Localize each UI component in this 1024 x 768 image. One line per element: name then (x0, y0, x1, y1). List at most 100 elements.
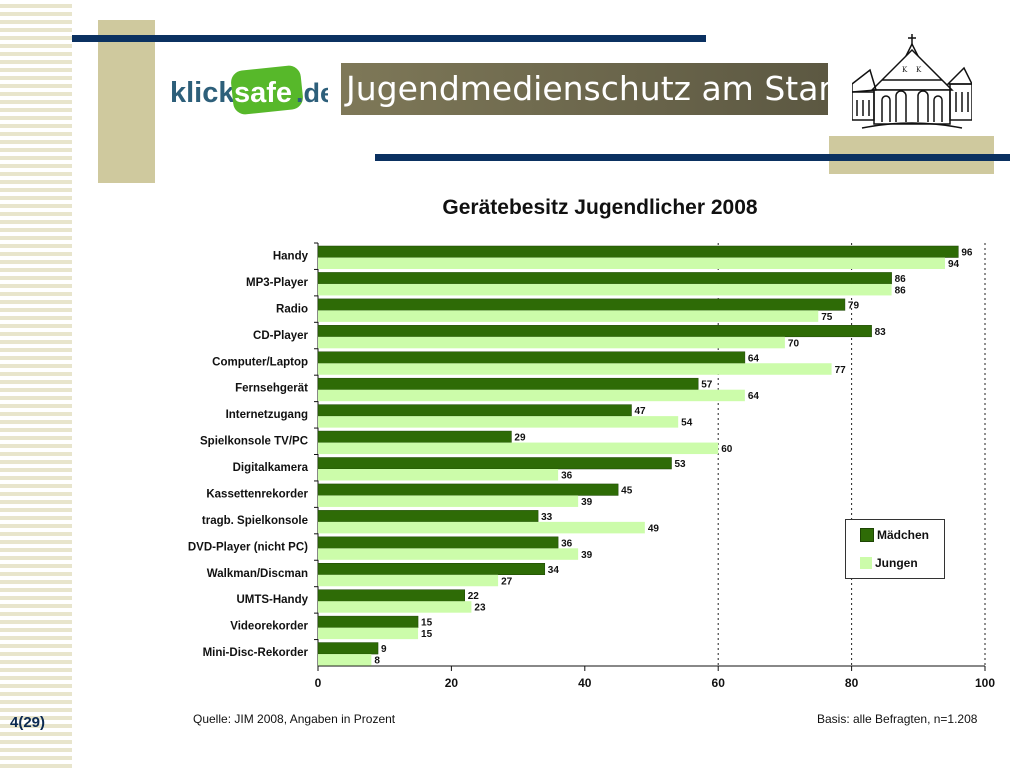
decorative-stripes (0, 0, 72, 768)
data-label: 77 (835, 365, 847, 376)
data-label: 53 (675, 459, 687, 470)
data-label: 47 (634, 406, 646, 417)
klicksafe-logo: klick safe .de (170, 65, 328, 115)
category-label: DVD-Player (nicht PC) (188, 541, 308, 553)
bar-jungen (318, 574, 499, 587)
bar-jungen (318, 283, 892, 296)
category-label: Radio (276, 303, 308, 315)
data-label: 94 (948, 259, 960, 270)
bar-maedchen (317, 351, 746, 364)
svg-text:K: K (902, 66, 908, 74)
data-label: 79 (848, 300, 860, 311)
x-tick-label: 100 (975, 676, 995, 690)
category-label: Handy (273, 251, 309, 263)
category-label: tragb. Spielkonsole (202, 515, 308, 527)
basis-note: Basis: alle Befragten, n=1.208 (817, 712, 978, 726)
svg-text:klick: klick (170, 77, 235, 109)
bar-maedchen (317, 272, 892, 285)
category-label: MP3-Player (246, 277, 309, 289)
bar-maedchen (317, 377, 699, 390)
x-tick-label: 60 (712, 676, 726, 690)
category-label: Computer/Laptop (212, 356, 308, 368)
data-label: 8 (374, 656, 380, 667)
svg-text:safe: safe (234, 77, 292, 109)
bar-maedchen (317, 430, 512, 443)
data-label: 39 (581, 497, 593, 508)
category-label: Spielkonsole TV/PC (200, 436, 308, 448)
bar-maedchen (317, 615, 419, 628)
data-label: 70 (788, 338, 800, 349)
data-label: 9 (381, 644, 387, 655)
bar-jungen (318, 310, 819, 322)
bar-maedchen (317, 245, 959, 258)
data-label: 39 (581, 550, 593, 561)
bar-maedchen (317, 325, 872, 338)
category-label: Digitalkamera (233, 462, 309, 474)
legend-label-maedchen: Mädchen (877, 528, 930, 542)
bar-maedchen (317, 536, 559, 549)
data-label: 49 (648, 523, 660, 534)
bar-maedchen (317, 483, 619, 496)
chart-title: Gerätebesitz Jugendlicher 2008 (442, 196, 758, 219)
bar-jungen (318, 601, 472, 613)
bar-jungen (318, 257, 945, 269)
x-tick-label: 80 (845, 676, 859, 690)
bar-maedchen (317, 404, 632, 417)
legend-swatch-jungen (860, 557, 872, 569)
data-label: 15 (421, 618, 433, 629)
data-label: 96 (961, 248, 973, 259)
bottom-rule (375, 154, 1010, 161)
legend-label-jungen: Jungen (875, 556, 918, 570)
category-label: Videorekorder (230, 621, 308, 633)
top-rule (72, 35, 706, 42)
data-label: 60 (721, 444, 733, 455)
bar-maedchen (317, 642, 379, 655)
bar-maedchen (317, 457, 672, 470)
legend-item-jungen: Jungen (860, 556, 918, 570)
data-label: 36 (561, 471, 573, 482)
x-tick-label: 40 (578, 676, 592, 690)
bar-jungen (318, 363, 832, 375)
slide-number: 4(29) (10, 714, 46, 731)
bar-jungen (318, 521, 645, 534)
church-illustration: K K (852, 34, 972, 129)
bar-jungen (318, 469, 559, 481)
data-label: 57 (701, 380, 713, 391)
svg-text:.de: .de (296, 78, 328, 108)
bar-jungen (318, 548, 579, 560)
legend-item-maedchen: Mädchen (860, 528, 929, 542)
x-tick-label: 20 (445, 676, 459, 690)
category-label: Walkman/Discman (207, 568, 308, 580)
data-label: 64 (748, 353, 760, 364)
data-label: 64 (748, 391, 760, 402)
bar-jungen (318, 389, 745, 402)
data-label: 34 (548, 565, 560, 576)
data-label: 15 (421, 629, 433, 640)
data-label: 22 (468, 591, 480, 602)
data-label: 86 (895, 285, 907, 296)
data-label: 83 (875, 327, 887, 338)
data-label: 23 (474, 603, 486, 614)
page-title: Jugendmedienschutz am Stama (341, 63, 828, 115)
bar-jungen (318, 442, 719, 455)
bar-maedchen (317, 589, 465, 602)
category-label: Fernsehgerät (235, 383, 308, 395)
bar-maedchen (317, 510, 539, 523)
bar-jungen (318, 627, 419, 640)
category-label: Internetzugang (226, 409, 308, 421)
data-label: 33 (541, 512, 553, 523)
data-label: 54 (681, 418, 693, 429)
svg-text:K: K (916, 66, 922, 74)
data-label: 36 (561, 538, 573, 549)
bar-jungen (318, 336, 785, 349)
chart-legend: Mädchen Jungen (845, 519, 945, 579)
data-label: 27 (501, 576, 513, 587)
category-label: CD-Player (253, 330, 308, 342)
category-label: UMTS-Handy (236, 594, 308, 606)
bar-jungen (318, 495, 579, 507)
category-label: Kassettenrekorder (206, 488, 308, 500)
legend-swatch-maedchen (860, 528, 874, 542)
bar-maedchen (317, 563, 546, 575)
data-label: 29 (514, 433, 526, 444)
